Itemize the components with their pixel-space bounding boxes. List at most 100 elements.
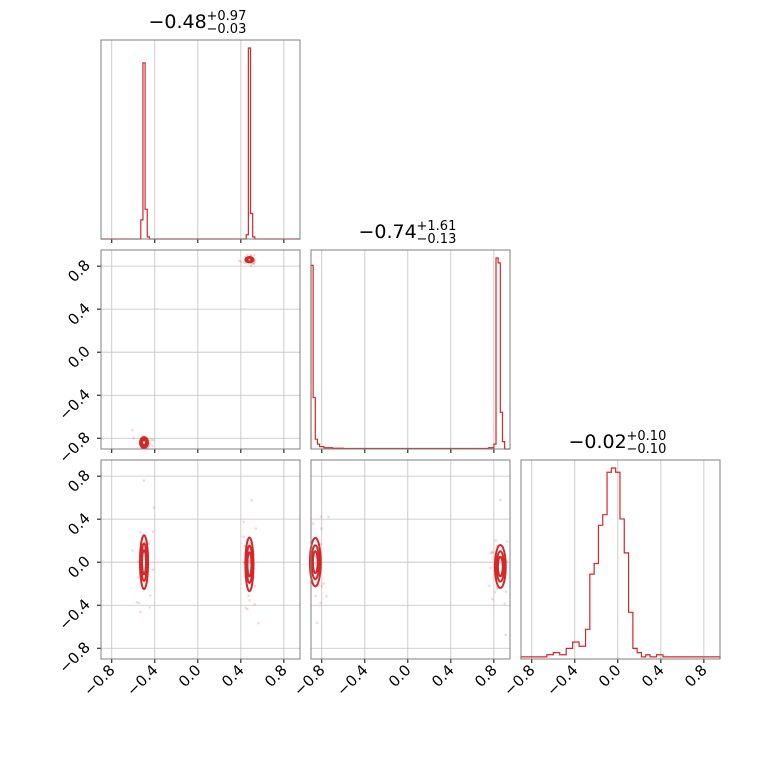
- sample-point-2-0-0-8: [131, 549, 134, 552]
- sample-point-1-0-1-18: [132, 437, 135, 440]
- sample-point-2-1-1-0: [504, 590, 508, 593]
- contour-2-1-0-1: [310, 544, 321, 581]
- sample-point-2-0-1-6: [253, 584, 256, 588]
- sample-point-1-0-0-22: [249, 253, 252, 257]
- xtick-label-2-3: 0.4: [638, 661, 668, 691]
- sample-point-2-0-0-17: [152, 506, 156, 509]
- ytick-label-1-1: −0.4: [55, 385, 93, 423]
- panel-2-1: [308, 459, 511, 663]
- ytick-label-1-2: 0.0: [64, 342, 94, 372]
- xtick-label-1-2: 0.0: [385, 661, 415, 691]
- panel-1-0: [97, 249, 301, 453]
- ytick-label-2-4: 0.8: [64, 466, 94, 496]
- contour-1-0-1-0: [138, 436, 150, 449]
- sample-point-2-0-1-22: [247, 594, 250, 597]
- panel-1-1: −0.74 +1.61−0.13: [310, 219, 511, 453]
- contour-2-1-1-1: [495, 550, 506, 583]
- ytick-label-2-0: −0.8: [55, 638, 93, 676]
- sample-point-2-0-1-18: [247, 561, 251, 565]
- contour-1-0-0-2: [246, 256, 253, 263]
- xtick-label-2-4: 0.8: [681, 661, 711, 691]
- panel-frame-0-0: [100, 39, 301, 240]
- ytick-label-1-4: 0.8: [64, 256, 94, 286]
- sample-point-2-1-1-24: [489, 551, 492, 555]
- title-median-0: −0.48: [149, 11, 207, 33]
- sample-point-2-1-0-3: [319, 542, 323, 546]
- sample-point-2-1-1-6: [503, 602, 507, 605]
- xtick-label-1-4: 0.8: [471, 661, 501, 691]
- panel-frame-1-1: [310, 249, 511, 450]
- sample-point-2-1-0-23: [320, 527, 323, 530]
- sample-point-2-0-1-4: [254, 527, 258, 530]
- sample-point-1-0-0-25: [237, 259, 241, 263]
- contour-2-1-1-2: [496, 555, 504, 578]
- ytick-label-1-0: −0.8: [55, 428, 93, 466]
- sample-point-1-0-1-10: [131, 428, 134, 432]
- panel-title-2: −0.02: [569, 431, 627, 453]
- panel-2-2: −0.02 +0.10−0.10: [520, 429, 721, 663]
- sample-point-2-0-0-4: [151, 530, 155, 534]
- xtick-label-0-2: 0.0: [175, 661, 205, 691]
- sample-point-1-0-0-0: [252, 261, 256, 265]
- sample-point-1-0-0-2: [249, 264, 253, 268]
- sample-point-2-1-0-21: [325, 594, 328, 598]
- sample-point-2-0-0-10: [139, 530, 142, 534]
- sample-point-1-0-1-13: [151, 444, 154, 448]
- sample-point-2-0-0-3: [139, 610, 142, 614]
- sample-point-1-0-0-8: [253, 253, 256, 257]
- contour-2-0-1-0: [244, 536, 255, 593]
- sample-point-2-0-1-19: [253, 602, 256, 606]
- contour-2-1-1-0: [493, 543, 507, 590]
- contour-2-0-0-0: [138, 534, 150, 591]
- ytick-label-1-3: 0.4: [64, 299, 94, 329]
- contour-2-0-1-2: [246, 551, 253, 578]
- ytick-label-2-3: 0.4: [64, 509, 94, 539]
- sample-point-1-0-0-4: [252, 262, 256, 266]
- sample-point-2-0-1-25: [248, 559, 251, 563]
- sample-point-1-0-0-10: [239, 260, 243, 263]
- panel-title-1: −0.74: [359, 221, 417, 243]
- title-minus-0: −0.03: [207, 22, 247, 37]
- panel-frame-2-1: [310, 459, 511, 660]
- sample-point-2-1-0-4: [320, 584, 324, 588]
- title-median-1: −0.74: [359, 221, 417, 243]
- ytick-label-2-2: 0.0: [64, 552, 94, 582]
- sample-point-2-1-1-12: [504, 633, 507, 637]
- sample-point-2-0-1-10: [242, 520, 246, 524]
- sample-point-2-1-1-14: [491, 551, 494, 555]
- sample-point-2-0-1-13: [248, 598, 251, 602]
- contour-2-1-0-0: [308, 536, 322, 588]
- sample-point-2-0-0-22: [149, 594, 152, 597]
- sample-point-2-1-0-0: [315, 621, 319, 625]
- sample-point-2-0-0-19: [136, 560, 140, 563]
- xtick-label-2-1: −0.4: [543, 661, 581, 699]
- sample-point-2-1-0-24: [313, 561, 317, 565]
- xtick-label-1-0: −0.8: [290, 661, 328, 699]
- sample-point-2-1-0-12: [319, 515, 323, 519]
- title-minus-1: −0.13: [417, 232, 457, 247]
- panel-2-0: [97, 459, 301, 663]
- contour-1-0-1-2: [141, 439, 148, 446]
- contour-2-1-0-2: [311, 550, 319, 575]
- sample-point-2-1-0-7: [319, 601, 323, 605]
- sample-point-2-0-0-5: [151, 568, 155, 571]
- xtick-label-0-4: 0.8: [261, 661, 291, 691]
- xtick-label-0-3: 0.4: [218, 661, 248, 691]
- sample-point-2-1-0-11: [327, 515, 330, 519]
- xtick-label-1-3: 0.4: [428, 661, 458, 691]
- panel-frame-1-0: [100, 249, 301, 450]
- sample-point-2-1-1-17: [499, 498, 502, 502]
- sample-point-2-0-1-24: [246, 607, 249, 611]
- sample-point-1-0-0-5: [253, 260, 257, 263]
- sample-point-1-0-1-1: [149, 442, 152, 446]
- sample-point-2-1-1-16: [491, 550, 494, 553]
- sample-point-2-0-1-20: [257, 621, 260, 625]
- histogram-0: [101, 47, 300, 240]
- sample-point-1-0-1-19: [152, 438, 155, 442]
- contour-2-0-0-2: [141, 549, 148, 576]
- sample-point-2-1-1-2: [493, 590, 497, 594]
- sample-point-2-0-1-8: [242, 535, 245, 538]
- xtick-label-2-2: 0.0: [595, 661, 625, 691]
- xtick-label-0-0: −0.8: [80, 661, 118, 699]
